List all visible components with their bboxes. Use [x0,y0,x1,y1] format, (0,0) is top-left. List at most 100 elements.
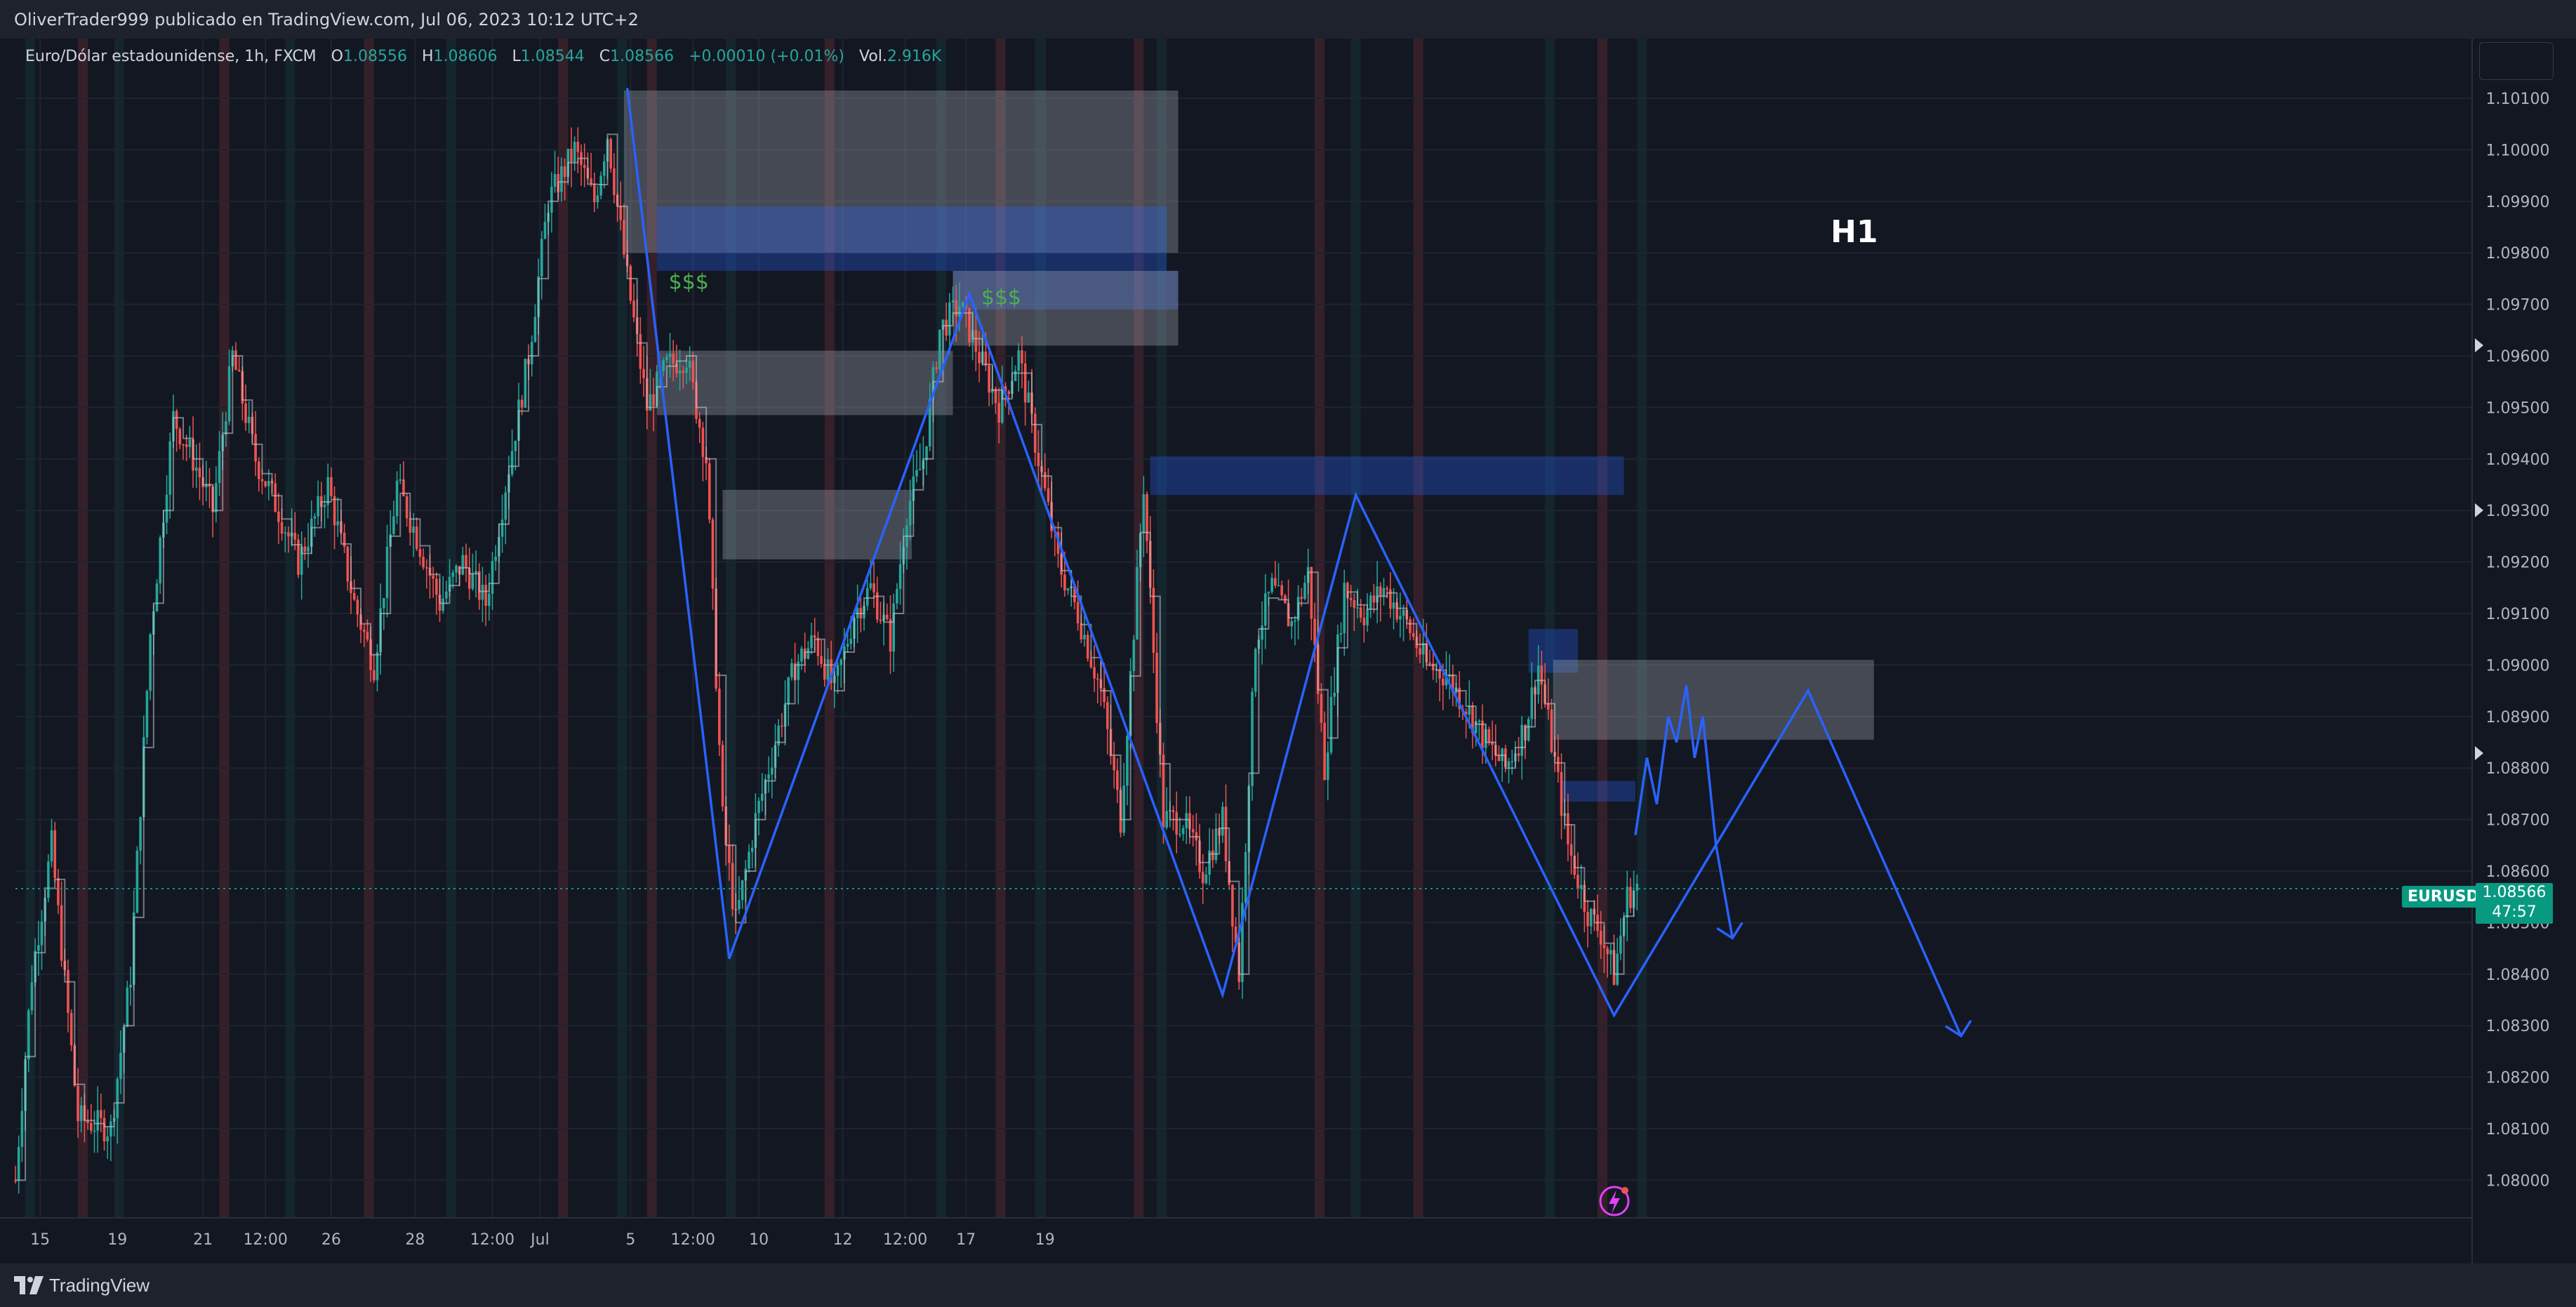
candle-body [277,511,280,522]
candle-body [682,371,685,373]
candle-body [1066,588,1070,591]
candle-body [1033,413,1037,453]
candle-body [425,567,428,569]
candle-body [810,635,813,649]
candle-body [1372,595,1376,603]
candle-body [106,1136,109,1142]
candle-body [1043,472,1047,489]
candle-body [1382,588,1386,597]
candle-body [254,434,257,462]
session-band [285,39,296,1218]
candle-body [563,166,566,177]
candle-body [583,165,586,168]
candle-body [958,306,961,317]
candle-body [668,354,672,357]
candle-body [968,307,971,343]
candle-body [402,479,405,496]
candle-body [1267,592,1270,594]
candle-body [1004,386,1007,392]
candle-body [1270,578,1273,592]
candle-body [352,592,356,600]
candle-body [182,444,185,446]
candle-body [928,399,931,446]
candle-body [293,533,297,540]
candle-body [701,427,705,458]
y-tick-label: 1.09300 [2486,503,2550,520]
candle-body [945,319,948,336]
candle-body [1037,453,1040,467]
candle-body [685,367,688,373]
candlestick-chart[interactable]: $$$ $$$ 1.10100 1.10000 1.09900 1.09800 1.0970… [0,39,2576,1263]
candle-body [1191,829,1195,832]
market-structure-line [625,88,1963,1037]
candle-body [435,578,438,595]
zone-blue [1561,781,1635,802]
y-tick-label: 1.09500 [2486,399,2550,417]
candle-body [1251,691,1254,786]
candle-body [280,522,284,534]
candle-body [596,195,599,203]
candle-body [1458,687,1461,709]
candle-body [800,648,803,662]
candle-body [1569,844,1573,856]
candle-body [481,585,484,600]
candle-body [1310,566,1313,619]
candle-body [918,469,922,470]
candle-body [208,484,211,487]
chart-area[interactable]: $$$ $$$ 1.10100 1.10000 1.09900 1.09800 1.0970… [0,39,2576,1263]
projection-path [1634,685,1734,938]
candle-body [333,496,336,526]
zone-gray [722,489,912,559]
candle-body [448,576,451,592]
candle-body [1395,602,1399,620]
candle-body [619,206,623,220]
candle-body [652,394,655,406]
candle-body [1431,663,1435,670]
candle-body [1389,589,1392,609]
candle-body [317,496,319,517]
candle-body [1576,875,1579,889]
candle-body [1113,756,1115,771]
x-tick-label: 17 [956,1231,976,1249]
candle-body [303,546,307,552]
candle-body [77,1085,79,1122]
candle-body [543,222,547,239]
candle-body [609,139,613,168]
session-band [1545,39,1555,1218]
candle-body [731,863,734,910]
legend-symbol: Euro/Dólar estadounidense, 1h, FXCM [25,48,317,65]
candle-body [978,352,981,364]
candle-body [757,800,760,814]
candle-body [1126,736,1129,786]
y-tick-label: 1.08700 [2486,812,2550,830]
publisher-line: OliverTrader999 publicado en TradingView… [14,10,639,29]
candle-body [372,670,376,681]
chart-corner-button[interactable] [2479,42,2554,80]
candle-body [412,526,415,533]
candle-body [284,532,287,534]
candle-body [50,830,53,862]
candle-body [47,861,50,898]
candle-body [1093,667,1096,679]
candle-body [109,1121,112,1137]
candle-body [994,388,997,404]
candle-body [1277,585,1280,587]
legend-high: 1.08606 [433,48,498,65]
candle-body [836,665,839,676]
candle-body [264,481,267,486]
price-marker-icon [2475,503,2483,517]
candle-body [748,851,750,869]
x-tick-label: 19 [1035,1231,1055,1249]
candle-body [718,689,721,745]
candle-body [1080,623,1083,639]
candle-body [234,350,237,370]
candle-body [1001,386,1004,423]
candle-body [1221,807,1224,836]
legend-volume-label: Vol. [859,48,887,65]
tradingview-logo[interactable]: TradingView [14,1275,150,1296]
candle-body [711,519,715,589]
candle-body [392,516,395,534]
candle-body [708,463,711,520]
candle-body [1540,665,1543,685]
candle-body [1263,593,1267,626]
